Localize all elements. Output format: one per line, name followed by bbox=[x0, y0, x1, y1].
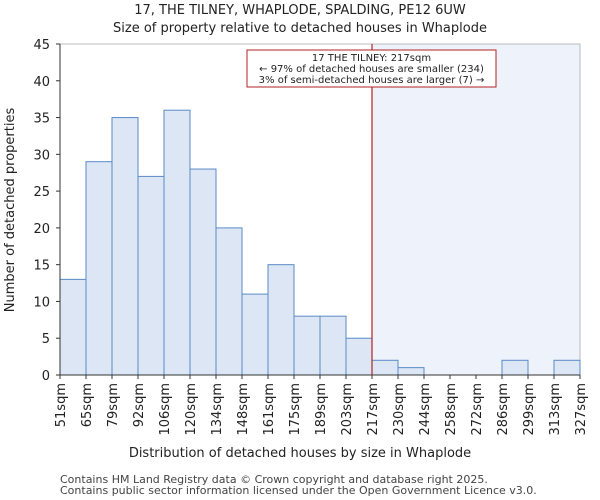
x-tick-label: 286sqm bbox=[496, 383, 511, 436]
y-tick-label: 20 bbox=[33, 222, 50, 237]
bar-217sqm bbox=[371, 359, 399, 376]
y-tick-label: 40 bbox=[33, 75, 50, 90]
y-tick-label: 10 bbox=[33, 295, 50, 310]
y-tick-label: 0 bbox=[42, 369, 50, 384]
x-tick-label: 272sqm bbox=[470, 383, 485, 436]
bar-51sqm bbox=[59, 278, 87, 376]
x-tick-label: 313sqm bbox=[548, 383, 563, 436]
x-axis-label: Distribution of detached houses by size … bbox=[129, 446, 471, 461]
y-tick-label: 5 bbox=[42, 332, 50, 347]
footer-line-1: Contains HM Land Registry data © Crown c… bbox=[60, 473, 488, 486]
bar-134sqm bbox=[215, 227, 243, 376]
annotation-line-2: ← 97% of detached houses are smaller (23… bbox=[259, 64, 484, 75]
bar-148sqm bbox=[241, 293, 269, 376]
x-tick-label: 258sqm bbox=[444, 383, 459, 436]
bar-203sqm bbox=[345, 337, 373, 376]
bar-161sqm bbox=[267, 264, 295, 376]
x-tick-label: 327sqm bbox=[574, 383, 589, 436]
bar-120sqm bbox=[189, 168, 217, 376]
x-tick-label: 230sqm bbox=[392, 383, 407, 436]
footer-line-2: Contains public sector information licen… bbox=[60, 484, 537, 497]
bar-189sqm bbox=[319, 315, 347, 376]
plot-area: 0 5 10 15 20 25 30 35 40 45 51sqm 65sqm 79sqm 92sqm 10… bbox=[33, 38, 589, 436]
x-tick-label: 92sqm bbox=[132, 383, 147, 427]
bar-175sqm bbox=[293, 315, 321, 376]
x-tick-label: 161sqm bbox=[262, 383, 277, 436]
bar-230sqm bbox=[397, 367, 425, 376]
x-tick-label: 299sqm bbox=[522, 383, 537, 436]
y-tick-label: 45 bbox=[33, 38, 50, 53]
annotation-line-3: 3% of semi-detached houses are larger (7… bbox=[259, 75, 485, 86]
x-tick-label: 134sqm bbox=[210, 383, 225, 436]
bar-106sqm bbox=[163, 109, 191, 376]
x-tick-label: 65sqm bbox=[80, 383, 95, 427]
chart-title: 17, THE TILNEY, WHAPLODE, SPALDING, PE12… bbox=[134, 3, 466, 18]
y-tick-label: 25 bbox=[33, 185, 50, 200]
chart-subtitle: Size of property relative to detached ho… bbox=[113, 21, 487, 36]
bar-92sqm bbox=[137, 175, 165, 376]
x-tick-label: 175sqm bbox=[288, 383, 303, 436]
x-tick-label: 244sqm bbox=[418, 383, 433, 436]
x-tick-label: 106sqm bbox=[158, 383, 173, 436]
bar-65sqm bbox=[85, 161, 113, 376]
x-tick-label: 217sqm bbox=[366, 383, 381, 436]
x-tick-label: 189sqm bbox=[314, 383, 329, 436]
highlight-region bbox=[372, 44, 580, 375]
y-tick-label: 35 bbox=[33, 112, 50, 127]
x-tick-label: 51sqm bbox=[54, 383, 69, 427]
bar-286sqm bbox=[501, 359, 529, 376]
x-tick-label: 203sqm bbox=[340, 383, 355, 436]
y-axis-label: Number of detached properties bbox=[3, 108, 18, 313]
annotation-line-1: 17 THE TILNEY: 217sqm bbox=[312, 53, 431, 64]
annotation-box bbox=[246, 49, 497, 88]
y-tick-label: 15 bbox=[33, 259, 50, 274]
y-tick-label: 30 bbox=[33, 148, 50, 163]
bar-79sqm bbox=[111, 117, 139, 376]
x-tick-label: 148sqm bbox=[236, 383, 251, 436]
bar-313sqm bbox=[553, 359, 581, 376]
x-tick-label: 120sqm bbox=[184, 383, 199, 436]
x-tick-label: 79sqm bbox=[106, 383, 121, 427]
